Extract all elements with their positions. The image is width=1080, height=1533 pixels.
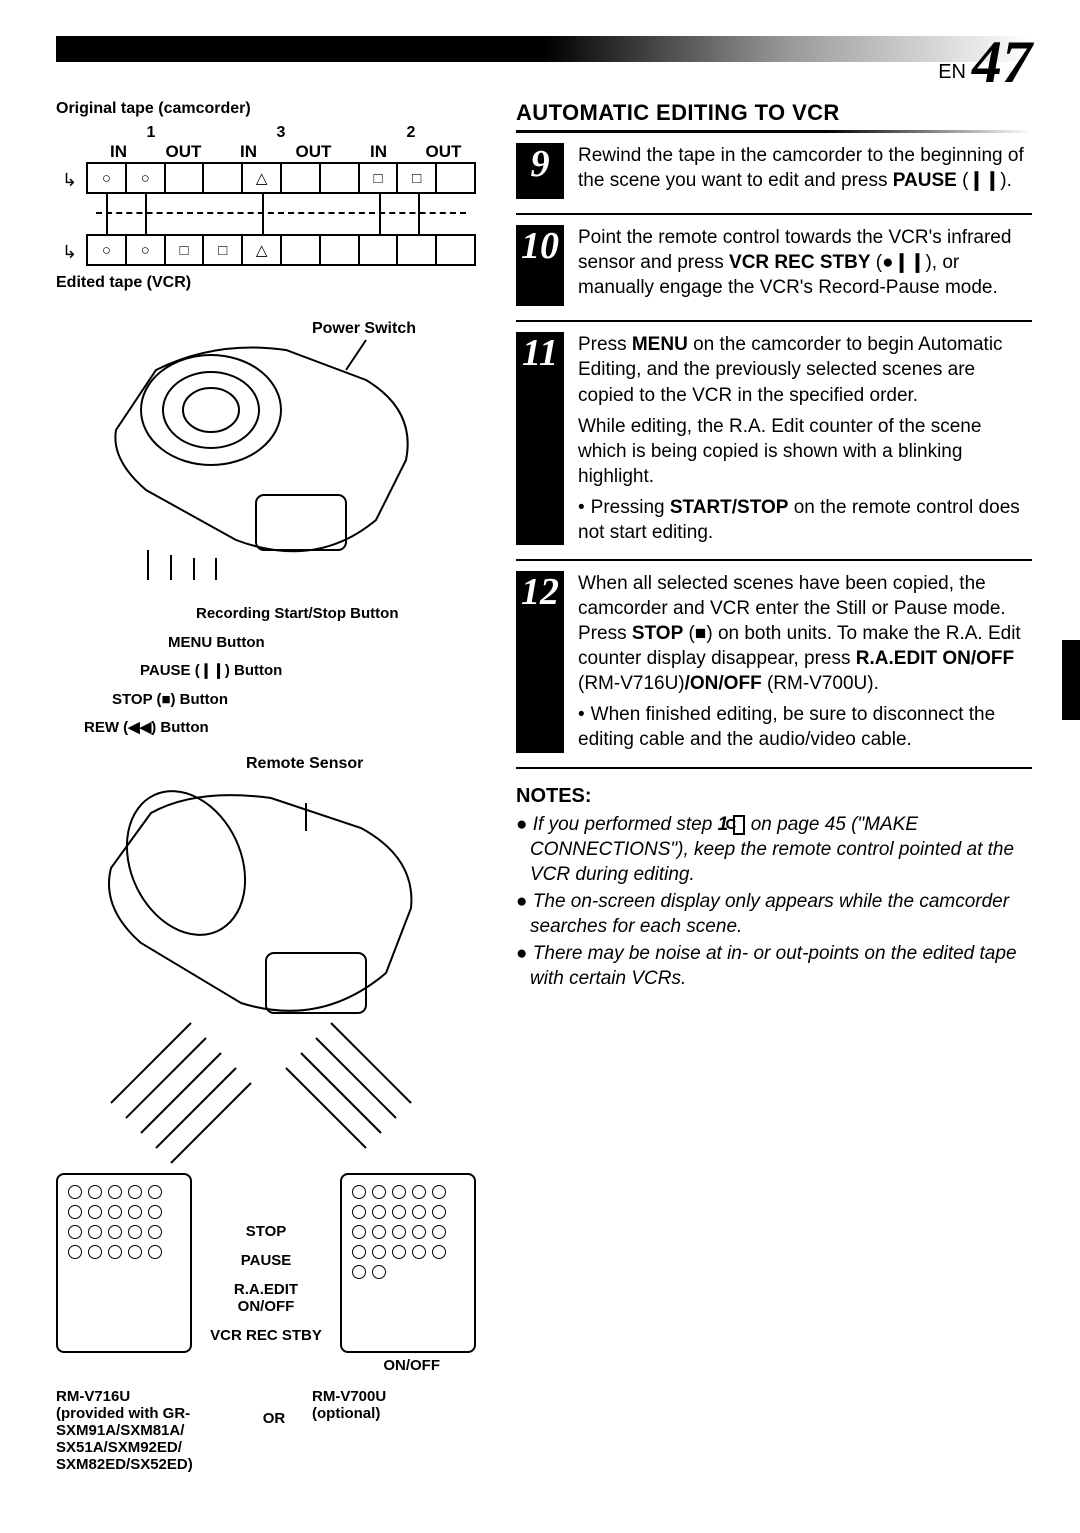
step: 11 Press MENU on the camcorder to begin A… (516, 332, 1032, 545)
step-bullets: When finished editing, be sure to discon… (578, 702, 1032, 752)
step-paragraph: Rewind the tape in the camcorder to the … (578, 143, 1032, 193)
notes-heading: NOTES: (516, 785, 1032, 808)
step-number: 10 (521, 227, 559, 265)
original-tape-label: Original tape (camcorder) (56, 100, 476, 118)
tape-inout-labels: IN OUT IN OUT IN OUT (56, 142, 476, 162)
step-separator (516, 320, 1032, 322)
label-pause: PAUSE (241, 1252, 292, 1269)
step-separator (516, 767, 1032, 769)
step-body: Rewind the tape in the camcorder to the … (578, 143, 1032, 199)
step-number: 9 (531, 145, 550, 183)
label-vcr-rec-stby: VCR REC STBY (210, 1327, 322, 1344)
step-body: Point the remote control towards the VCR… (578, 225, 1032, 306)
callout-stop: STOP (■) Button (56, 686, 476, 715)
remote-right-model: RM-V700U (optional) (312, 1388, 476, 1473)
step-number-box: 11 (516, 332, 564, 545)
camcorder-illustration-bottom (56, 773, 476, 1173)
step-paragraph: While editing, the R.A. Edit counter of … (578, 414, 1032, 489)
camcorder-callout-list: Recording Start/Stop Button MENU Button … (56, 600, 476, 743)
callout-pause: PAUSE (❙❙) Button (56, 657, 476, 686)
step-bullets: Pressing START/STOP on the remote contro… (578, 495, 1032, 545)
thumb-tab (1062, 640, 1080, 720)
notes-list: If you performed step 1 C on page 45 ("M… (516, 812, 1032, 992)
step-separator (516, 213, 1032, 215)
tape-group-numbers: 1 3 2 (56, 124, 476, 142)
step-body: When all selected scenes have been copie… (578, 571, 1032, 753)
original-tape-track: ↳ ○ ○ △ □ □ (86, 162, 476, 194)
step: 10 Point the remote control towards the V… (516, 225, 1032, 306)
remote-model-info: RM-V716U (provided with GR- SXM91A/SXM81… (56, 1388, 476, 1473)
camcorder-icon (56, 320, 476, 600)
remote-center-labels: STOP PAUSE R.A.EDIT ON/OFF VCR REC STBY (208, 1173, 324, 1344)
step-number-box: 9 (516, 143, 564, 199)
remote-left-model: RM-V716U (provided with GR- SXM91A/SXM81… (56, 1388, 236, 1473)
tape-diagram: Original tape (camcorder) 1 3 2 IN OUT I… (56, 100, 476, 292)
label-raedit: R.A.EDIT ON/OFF (208, 1281, 324, 1315)
step-separator (516, 559, 1032, 561)
left-column: Original tape (camcorder) 1 3 2 IN OUT I… (56, 100, 476, 1473)
remote-right-box (340, 1173, 476, 1353)
edited-tape-track: ↳ ○ ○ □ □ △ (86, 234, 476, 266)
callout-remote-sensor: Remote Sensor (246, 755, 476, 773)
step: 9 Rewind the tape in the camcorder to the… (516, 143, 1032, 199)
step-bullet: Pressing START/STOP on the remote contro… (578, 495, 1032, 545)
arrow-icon: ↳ (62, 170, 77, 191)
section-title: AUTOMATIC EDITING TO VCR (516, 100, 1032, 126)
camcorder-illustration-top: Power Switch (56, 320, 476, 600)
label-onoff: ON/OFF (56, 1357, 476, 1374)
callout-power-switch: Power Switch (312, 320, 416, 338)
note-item: If you performed step 1 C on page 45 ("M… (516, 812, 1032, 887)
remote-left-box (56, 1173, 192, 1353)
right-column: AUTOMATIC EDITING TO VCR 9 Rewind the tap… (516, 100, 1032, 1473)
note-item: There may be noise at in- or out-points … (516, 941, 1032, 991)
remote-diagram: Remote Sensor (56, 755, 476, 1473)
step: 12 When all selected scenes have been cop… (516, 571, 1032, 753)
steps-list: 9 Rewind the tape in the camcorder to the… (516, 143, 1032, 769)
callout-rec-startstop: Recording Start/Stop Button (56, 600, 476, 629)
step-paragraph: Press MENU on the camcorder to begin Aut… (578, 332, 1032, 407)
step-number: 11 (522, 334, 558, 372)
step-number: 12 (521, 573, 559, 611)
arrow-icon: ↳ (62, 242, 77, 263)
tape-connector-lines (86, 194, 476, 234)
step-paragraph: Point the remote control towards the VCR… (578, 225, 1032, 300)
step-number-box: 10 (516, 225, 564, 306)
page-number-block: EN 47 (56, 32, 1032, 92)
page-number: 47 (972, 32, 1032, 92)
remote-controls-row: STOP PAUSE R.A.EDIT ON/OFF VCR REC STBY (56, 1173, 476, 1353)
step-bullet: When finished editing, be sure to discon… (578, 702, 1032, 752)
section-divider (516, 130, 1032, 133)
edited-tape-label: Edited tape (VCR) (56, 274, 476, 292)
step-number-box: 12 (516, 571, 564, 753)
callout-rew: REW (◀◀) Button (56, 714, 476, 743)
label-stop: STOP (246, 1223, 287, 1240)
callout-menu: MENU Button (56, 629, 476, 658)
remote-or-label: OR (254, 1388, 294, 1473)
note-item: The on-screen display only appears while… (516, 889, 1032, 939)
page-lang-prefix: EN (938, 61, 966, 84)
camcorder-remote-icon (56, 773, 476, 1173)
step-paragraph: When all selected scenes have been copie… (578, 571, 1032, 696)
step-body: Press MENU on the camcorder to begin Aut… (578, 332, 1032, 545)
